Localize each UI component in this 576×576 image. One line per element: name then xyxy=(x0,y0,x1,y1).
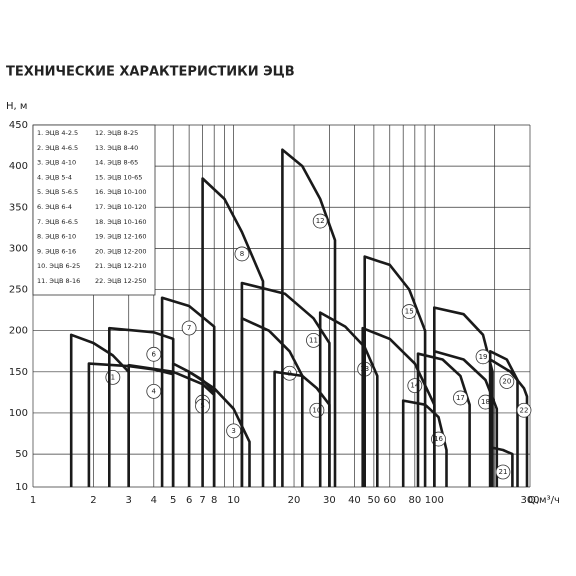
x-tick-label: 2 xyxy=(90,495,96,506)
pump-curve xyxy=(187,370,251,487)
legend-entry: 3. ЭЦВ 4-10 xyxy=(37,159,76,167)
y-tick-label: 10 xyxy=(15,482,28,493)
legend-entry: 21. ЭЦВ 12-210 xyxy=(95,262,147,270)
x-axis-label: Q,м³/ч xyxy=(528,495,560,506)
chart-title: ТЕХНИЧЕСКИЕ ХАРАКТЕРИСТИКИ ЭЦВ xyxy=(6,65,295,80)
pump-curve xyxy=(201,177,265,487)
legend-entry: 4. ЭЦВ 5-4 xyxy=(37,173,72,181)
legend-entry: 13. ЭЦВ 8-40 xyxy=(95,144,138,152)
curve-tag: 6 xyxy=(152,350,157,358)
legend-entry: 14. ЭЦВ 8-65 xyxy=(95,159,138,167)
x-tick-label: 60 xyxy=(383,495,396,506)
y-tick-label: 250 xyxy=(9,285,28,296)
legend-entry: 20. ЭЦВ 12-200 xyxy=(95,247,147,255)
legend-entry: 10. ЭЦВ 6-25 xyxy=(37,262,80,270)
curve-tag-circle xyxy=(312,213,328,229)
curve-tag: 15 xyxy=(405,308,414,316)
curve-tag: 18 xyxy=(481,398,490,406)
y-tick-label: 150 xyxy=(9,367,28,378)
y-tick-label: 350 xyxy=(9,202,28,213)
pump-curve xyxy=(240,317,304,487)
x-tick-label: 300 xyxy=(520,495,539,506)
curve-tag: 14 xyxy=(410,382,419,390)
curve-tag: 10 xyxy=(312,406,321,414)
x-tick-label: 8 xyxy=(211,495,217,506)
legend-entry: 17. ЭЦВ 10-120 xyxy=(95,203,147,211)
pump-curve xyxy=(416,352,471,487)
pump-curve xyxy=(401,399,448,487)
pump-curve xyxy=(87,362,175,487)
legend-entry: 9. ЭЦВ 6-16 xyxy=(37,247,76,255)
curve-tag: 12 xyxy=(316,217,325,225)
y-tick-label: 300 xyxy=(9,243,28,254)
curve-tag-circle xyxy=(516,402,532,418)
legend-entry: 16. ЭЦВ 10-100 xyxy=(95,188,147,196)
curve-tag: 21 xyxy=(499,468,508,476)
y-tick-label: 50 xyxy=(15,449,28,460)
legend-entry: 18. ЭЦВ 10-160 xyxy=(95,218,147,226)
curve-tag-circle xyxy=(181,320,197,336)
curve-tag: 7 xyxy=(187,324,191,332)
curve-tag: 17 xyxy=(456,394,465,402)
x-tick-label: 7 xyxy=(199,495,205,506)
legend-entry: 2. ЭЦВ 4-6.5 xyxy=(37,144,78,152)
curve-tag: 19 xyxy=(479,353,488,361)
curve-tag-circle xyxy=(146,383,162,399)
legend-entry: 6. ЭЦВ 6-4 xyxy=(37,203,72,211)
y-tick-label: 450 xyxy=(9,120,28,131)
y-tick-label: 400 xyxy=(9,161,28,172)
curve-tag: 8 xyxy=(240,250,244,258)
legend-entry: 1. ЭЦВ 4-2.5 xyxy=(37,129,78,137)
x-tick-label: 40 xyxy=(348,495,361,506)
pump-curve xyxy=(318,311,379,487)
x-tick-label: 30 xyxy=(323,495,336,506)
legend-entry: 22. ЭЦВ 12-250 xyxy=(95,277,147,285)
x-tick-label: 6 xyxy=(186,495,192,506)
x-tick-label: 50 xyxy=(368,495,381,506)
x-tick-label: 10 xyxy=(227,495,240,506)
pump-curve xyxy=(281,148,337,487)
y-tick-label: 100 xyxy=(9,408,28,419)
x-tick-label: 5 xyxy=(170,495,176,506)
curve-tag: 22 xyxy=(520,406,529,414)
pump-curve xyxy=(160,296,216,487)
curve-tag: 3 xyxy=(231,427,235,435)
pump-curve xyxy=(363,255,427,487)
curve-tag: 1 xyxy=(111,373,115,381)
curve-tag-circle xyxy=(146,346,162,362)
curve-tag-circle xyxy=(495,464,511,480)
x-tick-label: 20 xyxy=(288,495,301,506)
legend-entry: 11. ЭЦВ 8-16 xyxy=(37,277,80,285)
pump-curve xyxy=(361,326,436,487)
legend-entry: 5. ЭЦВ 5-6.5 xyxy=(37,188,78,196)
curve-tag-circle xyxy=(234,246,250,262)
x-tick-label: 1 xyxy=(30,495,36,506)
curve-tag: 16 xyxy=(434,435,443,443)
x-tick-label: 80 xyxy=(408,495,421,506)
x-tick-label: 4 xyxy=(151,495,157,506)
legend-entry: 8. ЭЦВ 6-10 xyxy=(37,233,76,241)
pump-curve xyxy=(171,362,216,487)
curve-tag-circle xyxy=(401,304,417,319)
pump-curve xyxy=(240,281,331,487)
legend-entry: 15. ЭЦВ 10-65 xyxy=(95,173,142,181)
legend-entry: 19. ЭЦВ 12-160 xyxy=(95,233,147,241)
y-tick-label: 200 xyxy=(9,326,28,337)
legend-entry: 7. ЭЦВ 6-6.5 xyxy=(37,218,78,226)
pump-curve xyxy=(69,333,130,487)
curve-tag: 11 xyxy=(309,336,318,344)
legend-box xyxy=(32,124,156,296)
curve-tag-circle xyxy=(453,390,468,406)
x-tick-label: 100 xyxy=(425,495,444,506)
pump-curve xyxy=(433,306,494,487)
curve-tag: 4 xyxy=(152,387,157,395)
curve-tag: 20 xyxy=(502,377,511,385)
legend-entry: 12. ЭЦВ 8-25 xyxy=(95,129,138,137)
x-tick-label: 3 xyxy=(126,495,132,506)
pump-curve xyxy=(108,326,175,487)
y-axis-label: H, м xyxy=(6,101,27,112)
curve-tag-circle xyxy=(499,374,515,389)
